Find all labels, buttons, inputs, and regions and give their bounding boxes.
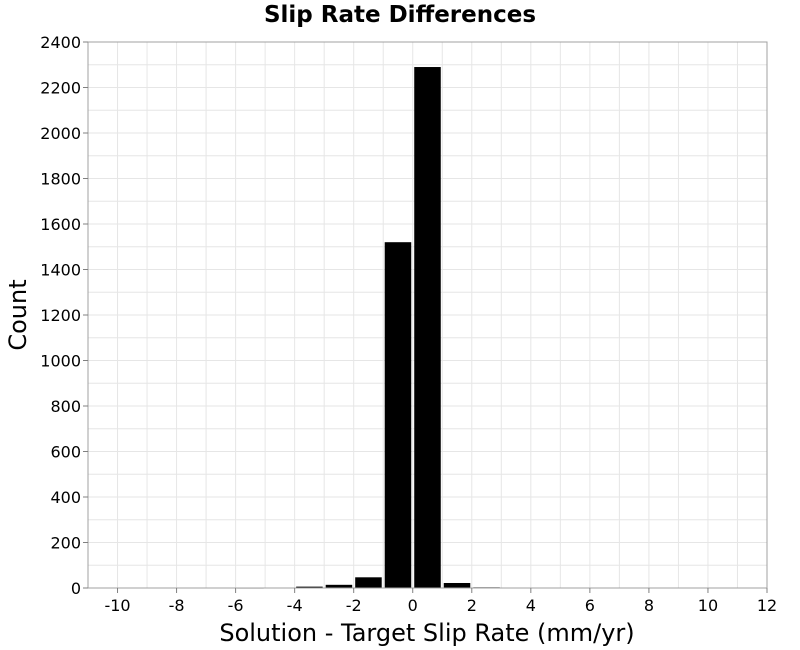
axis-ticks: -10 -8 -6 -4 -2 0 2 4 6 8 10 12 0 200 400 600 800 1000 120… bbox=[40, 33, 777, 615]
bars bbox=[237, 67, 500, 589]
y-tick-label: 1200 bbox=[40, 306, 81, 325]
y-tick-label: 1000 bbox=[40, 352, 81, 371]
y-tick-label: 1600 bbox=[40, 215, 81, 234]
histogram-bar bbox=[414, 67, 441, 588]
x-tick-label: -6 bbox=[228, 596, 244, 615]
histogram-bar bbox=[355, 577, 382, 588]
histogram-bar bbox=[296, 586, 323, 588]
y-tick-label: 2200 bbox=[40, 79, 81, 98]
x-tick-label: 4 bbox=[526, 596, 536, 615]
x-tick-label: 2 bbox=[467, 596, 477, 615]
y-tick-label: 600 bbox=[50, 443, 81, 462]
x-tick-label: 8 bbox=[644, 596, 654, 615]
x-axis-label: Solution - Target Slip Rate (mm/yr) bbox=[219, 619, 634, 647]
chart-title: Slip Rate Differences bbox=[264, 2, 536, 28]
y-tick-label: 200 bbox=[50, 534, 81, 553]
x-tick-label: -8 bbox=[169, 596, 185, 615]
y-tick-label: 1800 bbox=[40, 170, 81, 189]
histogram-bar bbox=[443, 582, 471, 588]
x-tick-label: -4 bbox=[287, 596, 303, 615]
y-tick-label: 800 bbox=[50, 397, 81, 416]
x-tick-label: 6 bbox=[585, 596, 595, 615]
y-tick-label: 0 bbox=[71, 579, 81, 598]
x-tick-label: -10 bbox=[104, 596, 130, 615]
x-tick-label: 0 bbox=[408, 596, 418, 615]
y-axis-label: Count bbox=[4, 279, 32, 350]
histogram-bar bbox=[384, 242, 412, 588]
y-tick-label: 400 bbox=[50, 488, 81, 507]
y-tick-label: 1400 bbox=[40, 261, 81, 280]
x-tick-label: 10 bbox=[698, 596, 718, 615]
y-tick-label: 2400 bbox=[40, 33, 81, 52]
y-tick-label: 2000 bbox=[40, 124, 81, 143]
x-tick-label: 12 bbox=[757, 596, 777, 615]
x-tick-label: -2 bbox=[346, 596, 362, 615]
histogram-bar bbox=[325, 584, 353, 588]
